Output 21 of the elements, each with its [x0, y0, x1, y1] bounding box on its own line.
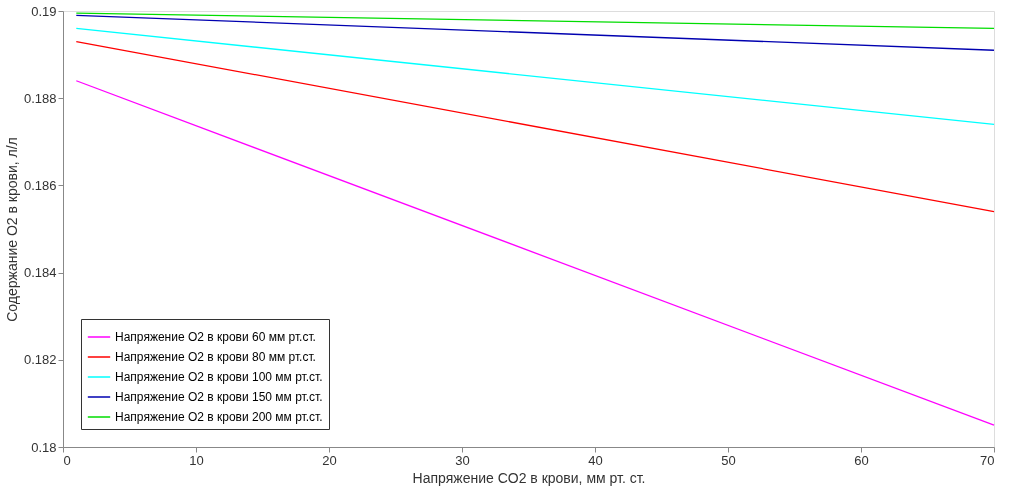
y-tick-label: 0.18: [31, 439, 57, 455]
x-tick-label: 0: [63, 452, 71, 468]
x-tick-label: 50: [721, 452, 736, 468]
legend-label: Напряжение O2 в крови 60 мм рт.ст.: [115, 330, 316, 344]
legend-label: Напряжение O2 в крови 80 мм рт.ст.: [115, 350, 316, 364]
x-tick-label: 20: [322, 452, 337, 468]
x-tick-label: 30: [455, 452, 470, 468]
y-tick-label: 0.184: [23, 265, 57, 281]
y-axis-title: Содержание O2 в крови, л/л: [3, 137, 20, 322]
y-tick-label: 0.19: [31, 3, 57, 19]
y-tick-label: 0.182: [23, 352, 57, 368]
legend-label: Напряжение O2 в крови 200 мм рт.ст.: [115, 410, 323, 424]
x-tick-label: 10: [189, 452, 204, 468]
x-tick-label: 70: [980, 452, 995, 468]
x-tick-label: 60: [854, 452, 869, 468]
legend-label: Напряжение O2 в крови 150 мм рт.ст.: [115, 390, 323, 404]
y-tick-label: 0.186: [23, 177, 57, 193]
x-tick-label: 40: [588, 452, 603, 468]
x-axis-title: Напряжение CO2 в крови, мм рт. ст.: [412, 469, 646, 486]
legend-label: Напряжение O2 в крови 100 мм рт.ст.: [115, 370, 323, 384]
y-tick-label: 0.188: [23, 90, 57, 106]
